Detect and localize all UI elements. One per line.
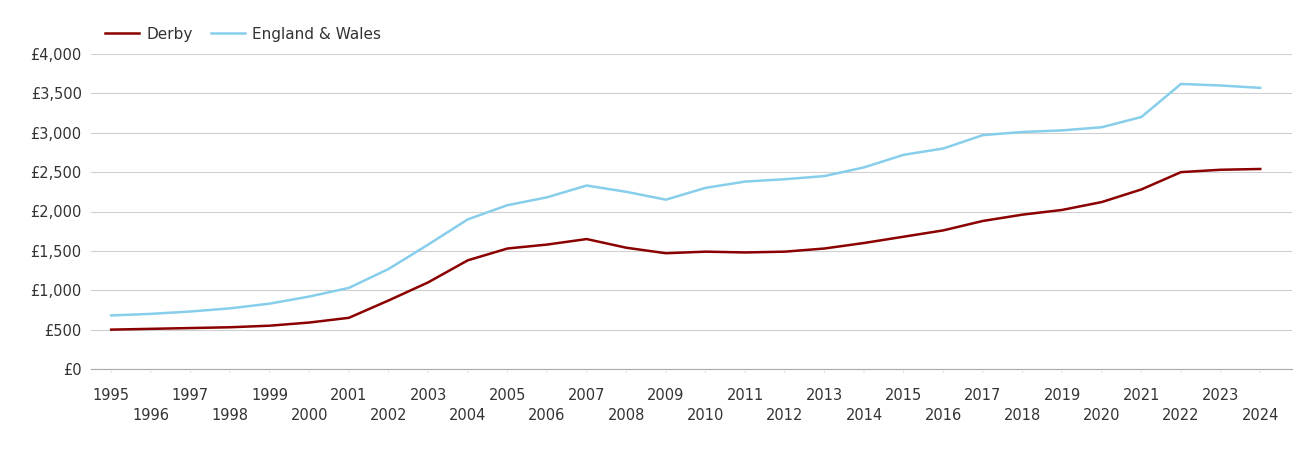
Derby [619, 245, 634, 250]
Text: 1998: 1998 [211, 408, 248, 423]
Derby [144, 326, 159, 332]
Text: 2009: 2009 [647, 388, 685, 404]
Derby [222, 324, 238, 330]
England & Wales [1173, 81, 1189, 86]
Derby [1173, 169, 1189, 175]
Text: 2014: 2014 [846, 408, 882, 423]
Derby [658, 251, 673, 256]
England & Wales [1094, 125, 1109, 130]
Derby [262, 323, 278, 328]
England & Wales [975, 132, 990, 138]
England & Wales [222, 306, 238, 311]
Derby [183, 325, 198, 331]
Text: 2011: 2011 [727, 388, 763, 404]
England & Wales [1134, 114, 1150, 120]
Text: 2022: 2022 [1163, 408, 1199, 423]
Derby [381, 298, 397, 303]
Derby [1015, 212, 1031, 217]
Line: Derby: Derby [111, 169, 1261, 329]
Text: 2008: 2008 [608, 408, 645, 423]
England & Wales [737, 179, 753, 184]
England & Wales [262, 301, 278, 306]
Text: 2004: 2004 [449, 408, 487, 423]
England & Wales [895, 152, 911, 158]
Derby [895, 234, 911, 239]
England & Wales [381, 266, 397, 272]
Text: 1995: 1995 [93, 388, 129, 404]
Derby [1134, 187, 1150, 192]
Text: 2001: 2001 [330, 388, 368, 404]
Derby [1212, 167, 1228, 172]
Derby [737, 250, 753, 255]
Text: 1999: 1999 [251, 388, 288, 404]
Derby [936, 228, 951, 233]
Text: 2012: 2012 [766, 408, 804, 423]
England & Wales [1015, 129, 1031, 135]
England & Wales [420, 242, 436, 248]
Text: 2006: 2006 [529, 408, 565, 423]
England & Wales [619, 189, 634, 194]
England & Wales [698, 185, 714, 191]
Derby [103, 327, 119, 332]
Derby [539, 242, 555, 248]
England & Wales [579, 183, 595, 188]
England & Wales [341, 285, 356, 291]
Text: 2021: 2021 [1122, 388, 1160, 404]
England & Wales [459, 216, 475, 222]
England & Wales [144, 311, 159, 317]
England & Wales [1054, 128, 1070, 133]
England & Wales [856, 165, 872, 170]
Text: 2007: 2007 [568, 388, 606, 404]
Text: 2020: 2020 [1083, 408, 1121, 423]
Text: 2017: 2017 [964, 388, 1001, 404]
Derby [776, 249, 792, 254]
Derby [420, 279, 436, 285]
Derby [1094, 199, 1109, 205]
Derby [579, 236, 595, 242]
England & Wales [183, 309, 198, 314]
Derby [975, 218, 990, 224]
Text: 2015: 2015 [885, 388, 923, 404]
Text: 2016: 2016 [925, 408, 962, 423]
Derby [459, 257, 475, 263]
Text: 2000: 2000 [291, 408, 328, 423]
Line: England & Wales: England & Wales [111, 84, 1261, 315]
England & Wales [103, 313, 119, 318]
Derby [341, 315, 356, 320]
England & Wales [817, 173, 833, 179]
Derby [301, 320, 317, 325]
Text: 2010: 2010 [686, 408, 724, 423]
Text: 1996: 1996 [132, 408, 170, 423]
Text: 2003: 2003 [410, 388, 446, 404]
Text: 2005: 2005 [488, 388, 526, 404]
Derby [500, 246, 515, 251]
Text: 2002: 2002 [369, 408, 407, 423]
Text: 2019: 2019 [1044, 388, 1081, 404]
Derby [817, 246, 833, 251]
Text: 2018: 2018 [1004, 408, 1041, 423]
Legend: Derby, England & Wales: Derby, England & Wales [99, 21, 388, 48]
Derby [1253, 166, 1268, 171]
Derby [698, 249, 714, 254]
Text: 2013: 2013 [805, 388, 843, 404]
Text: 2023: 2023 [1202, 388, 1240, 404]
England & Wales [1212, 83, 1228, 88]
Text: 2024: 2024 [1241, 408, 1279, 423]
Derby [856, 240, 872, 246]
Derby [1054, 207, 1070, 212]
Text: 1997: 1997 [172, 388, 209, 404]
England & Wales [500, 202, 515, 208]
England & Wales [936, 146, 951, 151]
England & Wales [301, 294, 317, 299]
England & Wales [658, 197, 673, 202]
England & Wales [539, 194, 555, 200]
England & Wales [1253, 85, 1268, 90]
England & Wales [776, 176, 792, 182]
